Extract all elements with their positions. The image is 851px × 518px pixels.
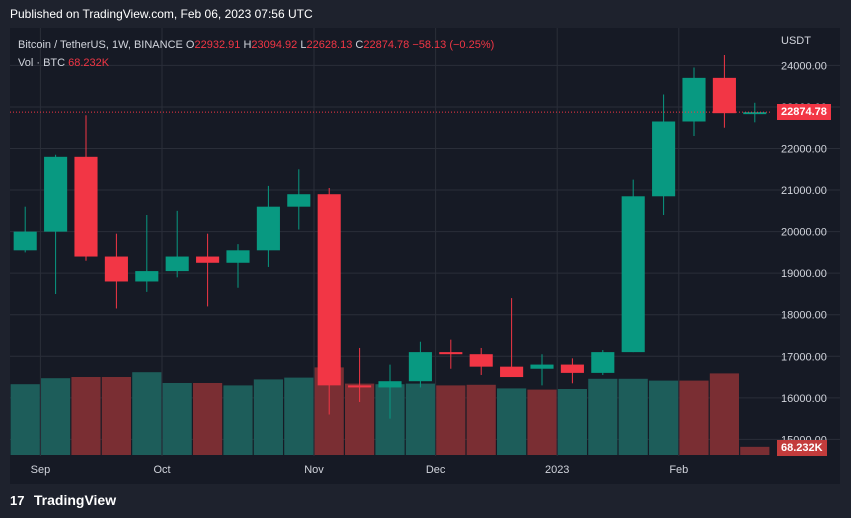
candle-body: [104, 256, 128, 282]
candle-body: [348, 385, 372, 388]
volume-bar: [557, 389, 587, 455]
candle-body: [317, 194, 341, 386]
y-tick-label: 24000.00: [781, 60, 827, 72]
y-tick-label: 16000.00: [781, 393, 827, 405]
x-tick-label: 2023: [545, 464, 569, 476]
candle-body: [378, 381, 402, 388]
volume-bar: [223, 385, 253, 455]
candle-body: [135, 271, 159, 282]
candle-body: [591, 352, 615, 373]
candle-body: [165, 256, 189, 272]
price-axis-unit: USDT: [781, 35, 811, 47]
volume-bar: [132, 372, 162, 455]
x-tick-label: Dec: [426, 464, 446, 476]
open-label: O: [185, 39, 195, 51]
volume-bar: [41, 378, 71, 455]
candle-body: [226, 250, 250, 263]
x-tick-label: Feb: [669, 464, 688, 476]
y-tick-label: 18000.00: [781, 310, 827, 322]
volume-bar: [71, 377, 101, 455]
close-value: 22874.78: [363, 39, 410, 51]
volume-bar: [588, 378, 618, 455]
candle-body: [13, 231, 37, 251]
symbol-text: Bitcoin / TetherUS, 1W, BINANCE: [18, 39, 183, 51]
volume-bar: [740, 446, 770, 455]
volume-bar: [618, 378, 648, 455]
candle-body: [287, 194, 311, 207]
brand-text: TradingView: [33, 492, 117, 508]
volume-value: 68.232K: [68, 57, 110, 69]
open-value: 22932.91: [194, 39, 241, 51]
volume-bar: [649, 380, 679, 455]
tradingview-footer[interactable]: 17 TradingView: [10, 488, 116, 512]
candle-body: [712, 77, 736, 114]
y-tick-label: 17000.00: [781, 351, 827, 363]
volume-bar: [405, 383, 435, 455]
candle-body: [652, 121, 676, 197]
x-tick-label: Nov: [304, 464, 324, 476]
candle-body: [196, 256, 220, 263]
candle-body: [743, 112, 767, 115]
volume-bar: [193, 383, 223, 455]
high-value: 23094.92: [251, 39, 298, 51]
candle-body: [500, 366, 524, 378]
last-price-tag: 22874.78: [777, 104, 831, 121]
volume-bar: [497, 388, 527, 455]
volume-bar: [527, 389, 557, 455]
y-tick-label: 20000.00: [781, 227, 827, 239]
change-text: −58.13 (−0.25%): [412, 39, 495, 51]
ohlc-row: Bitcoin / TetherUS, 1W, BINANCE O22932.9…: [18, 36, 494, 54]
candle-body: [682, 77, 706, 122]
x-tick-label: Oct: [153, 464, 170, 476]
volume-bar: [436, 385, 466, 455]
volume-bar: [101, 377, 131, 455]
candle-body: [256, 206, 280, 251]
publish-header: Published on TradingView.com, Feb 06, 20…: [0, 0, 851, 28]
last-volume-tag: 68.232K: [777, 440, 827, 456]
candle-body: [530, 364, 554, 369]
volume-bar: [709, 373, 739, 455]
low-label: L: [300, 39, 307, 51]
candle-body: [439, 352, 463, 355]
volume-bar: [10, 384, 40, 455]
volume-bar: [466, 384, 496, 455]
y-tick-label: 22000.00: [781, 144, 827, 156]
candle-body: [469, 354, 493, 367]
volume-bar: [679, 380, 709, 455]
volume-bar: [284, 377, 314, 455]
low-value: 22628.13: [306, 39, 353, 51]
volume-bar: [162, 383, 192, 455]
publish-text: Published on TradingView.com, Feb 06, 20…: [10, 7, 313, 21]
close-label: C: [355, 39, 364, 51]
x-tick-label: Sep: [31, 464, 51, 476]
candle-body: [560, 364, 584, 373]
candle-body: [44, 156, 68, 232]
y-tick-label: 21000.00: [781, 185, 827, 197]
high-label: H: [243, 39, 252, 51]
tradingview-logo-icon: 17: [10, 493, 25, 508]
volume-label: Vol · BTC: [18, 57, 66, 69]
chart-legend: Bitcoin / TetherUS, 1W, BINANCE O22932.9…: [18, 36, 494, 72]
y-tick-label: 19000.00: [781, 268, 827, 280]
candle-body: [408, 352, 432, 382]
candle-body: [621, 196, 645, 353]
candle-body: [74, 156, 98, 257]
volume-bar: [253, 379, 283, 455]
volume-row: Vol · BTC 68.232K: [18, 54, 494, 72]
